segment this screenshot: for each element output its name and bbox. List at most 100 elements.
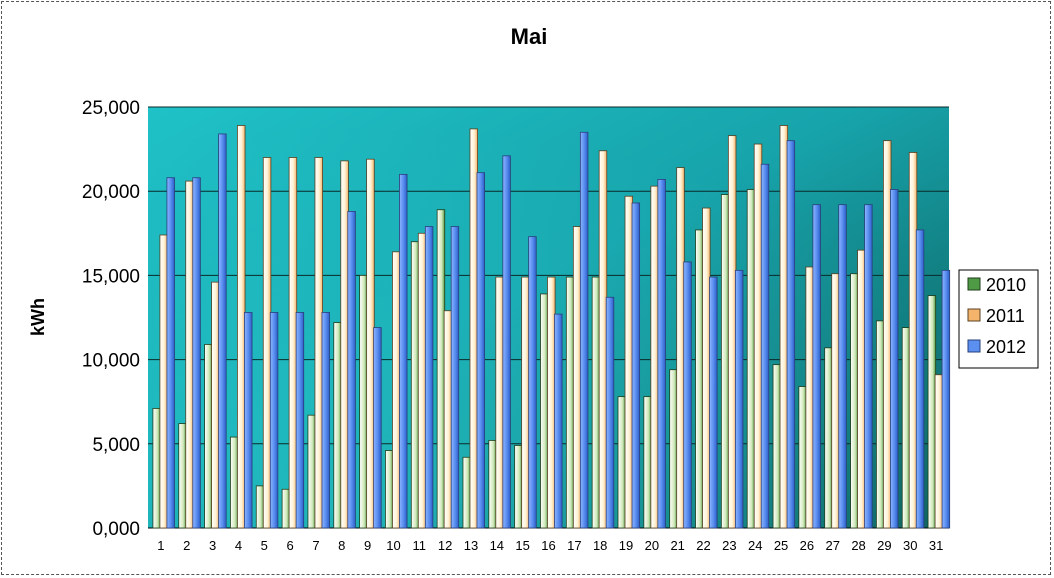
bar-2010-day-19 [617, 396, 627, 529]
bar-2011-day-19 [624, 195, 634, 529]
bar-2011-day-22 [702, 207, 711, 529]
bar-2010-day-15 [514, 445, 523, 529]
bar-2012-day-15 [528, 236, 537, 529]
bar-2011-day-11 [417, 232, 427, 529]
y-tick-label: 10,000 [82, 351, 140, 372]
bar-2010-day-17 [565, 276, 575, 529]
x-tick-label: 11 [413, 538, 427, 553]
bar-2010-day-20 [643, 396, 652, 529]
x-tick-label: 18 [593, 538, 607, 553]
bar-2012-day-30 [915, 229, 925, 529]
x-tick-label: 5 [261, 538, 268, 553]
bar-2010-day-8 [333, 322, 342, 529]
bar-2012-day-3 [218, 133, 227, 529]
bar-2011-day-5 [262, 157, 272, 529]
x-tick-label: 12 [438, 538, 452, 553]
bar-2012-day-6 [295, 312, 305, 529]
bar-2012-day-28 [864, 204, 873, 529]
bar-2010-day-28 [850, 273, 859, 529]
bar-2011-day-15 [521, 276, 530, 529]
legend-label-2011: 2011 [986, 306, 1025, 326]
bar-2012-day-19 [631, 202, 641, 529]
x-tick-label: 6 [286, 538, 293, 553]
bar-2011-day-24 [753, 143, 763, 529]
bar-2010-day-1 [152, 408, 161, 529]
bar-2011-day-18 [598, 150, 608, 529]
bar-2012-day-7 [321, 312, 330, 529]
bar-2012-day-16 [554, 313, 563, 529]
bar-2012-day-24 [760, 163, 770, 529]
bar-2011-day-28 [857, 249, 866, 529]
x-tick-label: 13 [464, 538, 478, 553]
bar-2010-day-6 [281, 488, 291, 529]
bar-2010-day-25 [772, 364, 782, 529]
bar-2010-day-3 [204, 344, 213, 529]
legend-label-2012: 2012 [986, 337, 1026, 357]
bar-2012-day-9 [373, 327, 382, 529]
bar-2010-day-14 [488, 440, 497, 529]
bar-2011-day-29 [883, 140, 892, 529]
bar-2010-day-11 [410, 241, 420, 529]
bar-2012-day-20 [657, 179, 666, 529]
x-tick-label: 29 [877, 538, 891, 553]
bar-2012-day-14 [502, 155, 511, 529]
bar-2010-day-22 [695, 229, 704, 529]
legend-label-2010: 2010 [986, 275, 1026, 295]
bar-2011-day-27 [831, 273, 840, 529]
bar-2011-day-8 [340, 160, 349, 529]
bar-2012-day-27 [838, 204, 847, 529]
bar-2012-day-17 [579, 131, 589, 529]
bar-2012-day-23 [734, 269, 744, 529]
x-tick-label: 1 [157, 538, 164, 553]
x-tick-label: 30 [903, 538, 917, 553]
x-tick-label: 14 [490, 538, 504, 553]
x-tick-label: 26 [800, 538, 814, 553]
chart-title: Mai [511, 24, 548, 49]
y-tick-label: 20,000 [82, 182, 140, 203]
bar-2011-day-20 [650, 185, 659, 529]
x-tick-label: 28 [851, 538, 865, 553]
bar-2011-day-7 [314, 157, 323, 529]
bar-2011-day-31 [934, 374, 944, 529]
bar-2010-day-27 [824, 347, 833, 529]
legend-swatch-2010 [967, 277, 981, 291]
x-tick-label: 9 [364, 538, 371, 553]
bar-2011-day-14 [495, 276, 504, 529]
x-tick-label: 2 [183, 538, 190, 553]
bar-2010-day-7 [307, 414, 316, 529]
bar-2011-day-1 [159, 234, 168, 529]
bar-2010-day-30 [901, 327, 911, 529]
y-tick-label: 25,000 [82, 98, 140, 119]
bar-2012-day-26 [812, 204, 821, 529]
bar-2011-day-23 [727, 135, 737, 529]
bar-2011-day-30 [908, 152, 918, 529]
bar-2012-day-2 [192, 177, 201, 529]
bar-2011-day-10 [392, 251, 401, 529]
bar-2012-day-4 [244, 312, 253, 529]
bar-2011-day-17 [572, 226, 582, 529]
bar-2010-day-9 [359, 274, 368, 529]
bar-2010-day-31 [927, 295, 937, 529]
bar-2010-day-4 [230, 436, 239, 529]
bar-2011-day-21 [676, 167, 685, 529]
bar-2011-day-25 [779, 125, 789, 529]
legend: 2010 2011 2012 [958, 269, 1039, 369]
bar-2010-day-12 [436, 209, 446, 529]
legend-swatch-2011 [967, 308, 981, 322]
bar-2011-day-9 [366, 158, 375, 529]
bar-2010-day-26 [798, 386, 807, 529]
x-tick-label: 17 [567, 538, 581, 553]
x-tick-label: 8 [338, 538, 345, 553]
x-tick-label: 10 [386, 538, 400, 553]
bar-2012-day-1 [166, 177, 175, 529]
bar-2010-day-24 [746, 189, 756, 529]
bar-2010-day-16 [540, 293, 549, 529]
bar-2012-day-5 [269, 312, 279, 529]
bar-2010-day-5 [255, 485, 265, 529]
bars [152, 125, 951, 529]
bar-2011-day-4 [237, 125, 246, 529]
x-tick-label: 24 [748, 538, 762, 553]
bar-2012-day-10 [399, 173, 408, 529]
